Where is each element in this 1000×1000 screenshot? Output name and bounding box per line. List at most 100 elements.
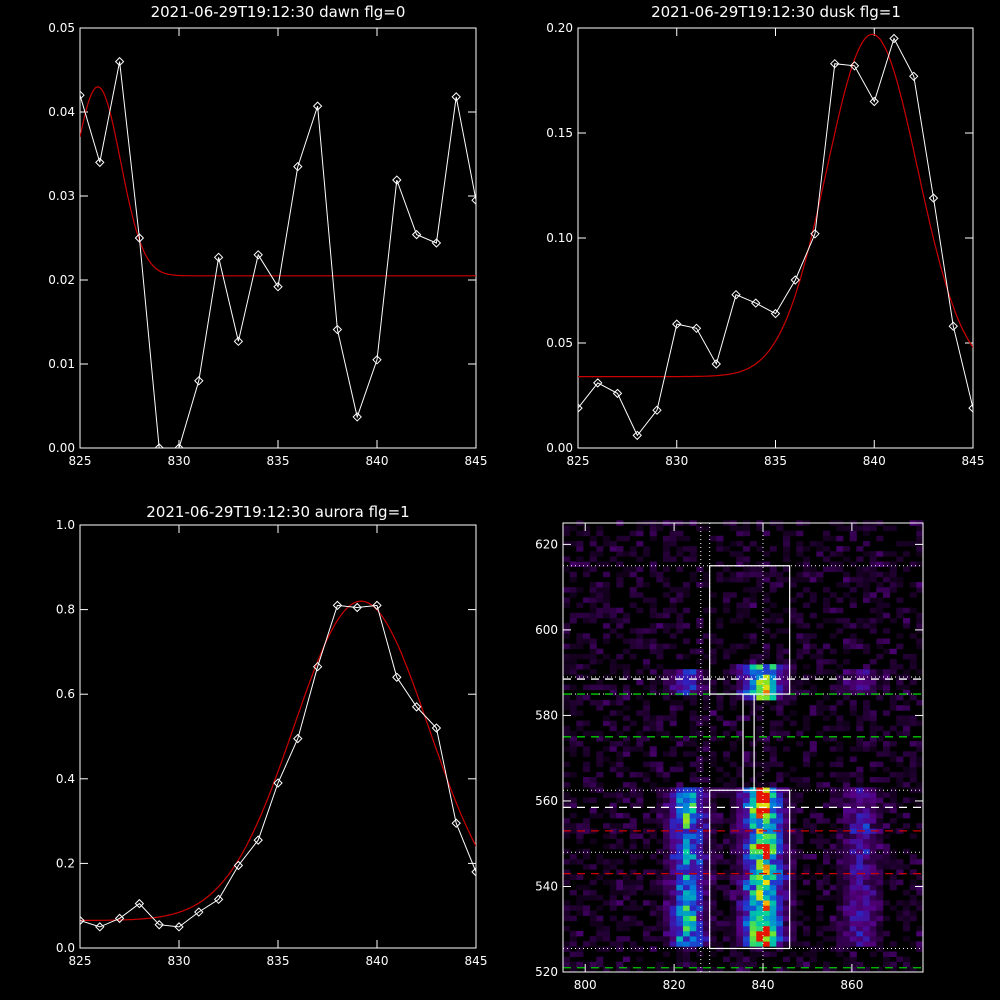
heatmap-cell	[889, 848, 897, 855]
heatmap-cell	[869, 818, 877, 824]
heatmap-cell	[789, 843, 797, 850]
aurora-data-point	[352, 602, 362, 613]
heatmap-cell	[636, 797, 644, 803]
heatmap-cell	[803, 720, 811, 727]
heatmap-cell	[769, 669, 777, 675]
heatmap-cell	[756, 689, 764, 696]
heatmap-cell	[676, 782, 684, 788]
heatmap-cell	[576, 838, 584, 845]
heatmap-cell	[829, 659, 837, 665]
heatmap-cell	[909, 664, 917, 670]
heatmap-cell	[729, 951, 737, 957]
heatmap-cell	[763, 838, 771, 845]
heatmap-cell	[669, 720, 677, 727]
heatmap-cell	[829, 669, 837, 675]
heatmap-cell	[816, 941, 824, 947]
heatmap-cell	[656, 648, 664, 655]
heatmap-cell	[676, 530, 684, 537]
heatmap-cell	[623, 694, 631, 701]
heatmap-cell	[649, 525, 657, 532]
heatmap-cell	[563, 823, 571, 829]
heatmap-cell	[903, 905, 911, 911]
heatmap-cell	[769, 884, 777, 891]
heatmap-cell	[856, 818, 864, 824]
heatmap-cell	[596, 736, 604, 742]
heatmap-cell	[883, 961, 891, 968]
heatmap-cell	[889, 659, 897, 665]
heatmap-cell	[796, 777, 804, 783]
heatmap-cell	[709, 833, 717, 839]
heatmap-cell	[843, 787, 851, 793]
heatmap-cell	[663, 900, 671, 906]
heatmap-cell	[709, 797, 717, 803]
heatmap-cell	[843, 674, 851, 680]
heatmap-cell	[769, 633, 777, 639]
heatmap-cell	[849, 710, 857, 716]
heatmap-cell	[776, 925, 784, 932]
heatmap-cell	[616, 771, 624, 778]
heatmap-cell	[916, 874, 924, 880]
heatmap-cell	[663, 807, 671, 814]
heatmap-cell	[596, 659, 604, 665]
heatmap-cell	[789, 900, 797, 906]
heatmap-cell	[849, 530, 857, 537]
heatmap-cell	[876, 920, 884, 927]
heatmap-cell	[689, 689, 697, 696]
heatmap-cell	[683, 592, 691, 598]
heatmap-cell	[709, 730, 717, 737]
heatmap-cell	[589, 602, 597, 608]
heatmap-cell	[663, 838, 671, 845]
heatmap-cell	[663, 715, 671, 721]
heatmap-cell	[856, 684, 864, 691]
heatmap-cell	[669, 556, 677, 562]
heatmap-cell	[849, 869, 857, 875]
heatmap-cell	[843, 807, 851, 814]
heatmap-cell	[656, 725, 664, 732]
heatmap-cell	[696, 915, 704, 922]
heatmap-cell	[823, 643, 831, 650]
heatmap-cell	[649, 720, 657, 727]
heatmap-cell	[776, 812, 784, 819]
heatmap-cell	[796, 684, 804, 691]
heatmap-cell	[876, 838, 884, 845]
heatmap-cell	[616, 756, 624, 762]
heatmap-cell	[683, 828, 691, 834]
heatmap-cell	[589, 777, 597, 783]
heatmap-cell	[609, 807, 617, 814]
heatmap-cell	[869, 797, 877, 803]
heatmap-cell	[663, 879, 671, 886]
heatmap-cell	[589, 597, 597, 603]
heatmap-cell	[903, 751, 911, 757]
heatmap-cell	[676, 700, 684, 706]
heatmap-cell	[736, 941, 744, 947]
heatmap-cell	[803, 715, 811, 721]
dawn-data-point	[233, 336, 244, 347]
heatmap-cell	[603, 602, 611, 608]
heatmap-cell	[603, 592, 611, 598]
heatmap-cell	[629, 946, 637, 952]
heatmap-cell	[763, 551, 771, 557]
heatmap-cell	[836, 684, 844, 691]
heatmap-cell	[569, 966, 577, 973]
heatmap-cell	[803, 638, 811, 644]
heatmap-cell	[736, 869, 744, 875]
heatmap-cell	[869, 864, 877, 870]
heatmap-cell	[749, 751, 757, 757]
heatmap-cell	[796, 551, 804, 557]
aurora-data-point	[134, 898, 145, 909]
heatmap-cell	[603, 674, 611, 680]
heatmap-cell	[563, 869, 571, 875]
heatmap-cell	[869, 900, 877, 906]
heatmap-cell	[763, 818, 771, 824]
heatmap-cell	[669, 807, 677, 814]
heatmap-cell	[689, 848, 697, 855]
heatmap-cell	[723, 689, 731, 696]
heatmap-cell	[776, 617, 784, 624]
heatmap-cell	[863, 889, 871, 896]
heatmap-cell	[696, 669, 704, 675]
heatmap-cell	[856, 741, 864, 747]
heatmap-cell	[743, 782, 751, 788]
heatmap-cell	[849, 576, 857, 583]
heatmap-cell	[876, 946, 884, 952]
